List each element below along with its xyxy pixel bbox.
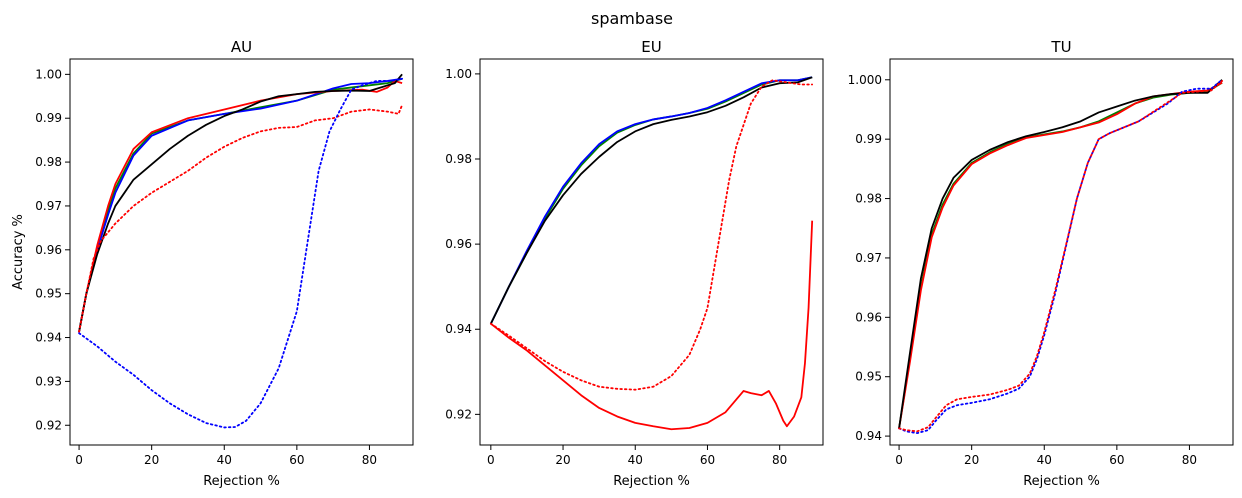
x-tick-label: 80 xyxy=(772,453,787,467)
series-line-red-solid xyxy=(490,220,814,431)
series-line-green-solid xyxy=(490,76,813,325)
y-tick-label: 0.99 xyxy=(855,132,882,146)
subplot-title: EU xyxy=(641,38,661,56)
subplot-au: 0 20 40 60 80 0.92 0.93 0.94 0.95 0.96 0.97 0.98 0.9… xyxy=(11,38,414,489)
x-tick-label: 0 xyxy=(75,453,83,467)
y-tick-label: 0.98 xyxy=(445,152,472,166)
axes-frame xyxy=(479,58,824,446)
y-tick-label: 0.97 xyxy=(855,251,882,265)
series-line-black-solid xyxy=(898,79,1223,429)
x-tick-label: 60 xyxy=(1109,453,1124,467)
series-line-blue-solid xyxy=(78,77,403,332)
y-tick-label: 0.96 xyxy=(35,243,62,257)
x-axis-label: Rejection % xyxy=(613,474,690,489)
y-tick-label: 0.98 xyxy=(855,192,882,206)
x-tick-label: 60 xyxy=(700,453,715,467)
y-tick-label: 1.000 xyxy=(848,73,882,87)
axes-frame xyxy=(69,58,414,446)
y-tick-label: 0.96 xyxy=(445,237,472,251)
y-tick-label: 0.95 xyxy=(855,370,882,384)
y-tick-label: 0.99 xyxy=(35,111,62,125)
y-tick-label: 0.93 xyxy=(35,374,62,388)
series-line-blue-dotted xyxy=(78,77,404,429)
x-tick-label: 60 xyxy=(289,453,304,467)
y-axis-label: Accuracy % xyxy=(11,214,26,290)
y-tick-label: 0.97 xyxy=(35,199,62,213)
figure-title: spambase xyxy=(591,9,673,28)
axes-frame xyxy=(889,58,1234,446)
x-tick-label: 80 xyxy=(1182,453,1197,467)
series-line-red-solid xyxy=(78,80,403,332)
x-tick-label: 20 xyxy=(964,453,979,467)
y-tick-label: 0.94 xyxy=(35,331,62,345)
x-tick-label: 40 xyxy=(1037,453,1052,467)
x-tick-label: 0 xyxy=(487,453,495,467)
subplot-title: AU xyxy=(231,38,252,56)
subplot-title: TU xyxy=(1050,38,1071,56)
series-line-red-solid xyxy=(898,81,1223,429)
x-tick-label: 40 xyxy=(628,453,643,467)
y-tick-label: 0.95 xyxy=(35,287,62,301)
y-tick-label: 0.94 xyxy=(445,322,472,336)
series-group xyxy=(78,73,404,429)
series-line-blue-solid xyxy=(490,76,813,325)
series-group xyxy=(489,76,814,431)
x-tick-label: 0 xyxy=(895,453,903,467)
y-tick-label: 0.94 xyxy=(855,429,882,443)
y-tick-label: 0.98 xyxy=(35,155,62,169)
series-line-red-dotted xyxy=(898,80,1224,433)
subplot-tu: 0 20 40 60 80 0.94 0.95 0.96 0.97 0.98 0.99 1.000 TU… xyxy=(848,38,1234,489)
y-tick-label: 0.96 xyxy=(855,310,882,324)
y-tick-label: 0.92 xyxy=(35,418,62,432)
series-line-green-solid xyxy=(78,77,403,332)
series-line-black-solid xyxy=(78,73,403,332)
series-line-green-solid xyxy=(898,81,1223,429)
x-tick-label: 80 xyxy=(362,453,377,467)
x-axis-label: Rejection % xyxy=(1023,474,1100,489)
series-line-red-dotted xyxy=(78,104,404,333)
series-group xyxy=(898,78,1224,435)
y-tick-label: 0.92 xyxy=(445,407,472,421)
x-axis-label: Rejection % xyxy=(203,474,280,489)
y-tick-label: 1.00 xyxy=(445,67,472,81)
series-line-black-solid xyxy=(490,76,813,325)
subplot-eu: 0 20 40 60 80 0.92 0.94 0.96 0.98 1.00 EU Rejection… xyxy=(445,38,824,489)
x-tick-label: 40 xyxy=(217,453,232,467)
x-tick-label: 20 xyxy=(555,453,570,467)
series-line-red-dotted xyxy=(489,79,814,391)
x-tick-label: 20 xyxy=(144,453,159,467)
y-tick-label: 1.00 xyxy=(35,67,62,81)
